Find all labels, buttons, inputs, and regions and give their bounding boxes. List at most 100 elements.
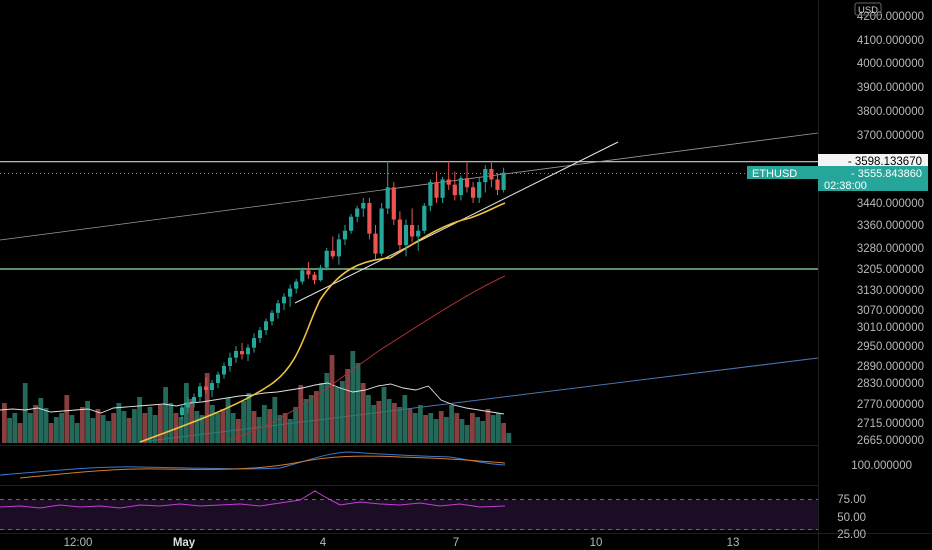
price-tick-label: 2770.000000 [857,399,924,411]
volume-bar [225,398,231,443]
time-tick-label: 13 [727,537,740,549]
volume-bar [392,403,397,443]
price-tick-label: 3205.000000 [857,264,924,276]
candle-body [397,219,402,246]
candle-body [483,169,488,183]
candle-body [186,402,190,408]
candle-body [403,225,409,246]
candle-body [495,179,500,190]
candle-body [300,270,305,282]
candle-body [361,203,366,209]
rsi-tick-label: 25.00 [837,529,866,541]
volume-bar [298,385,304,443]
candle-body [501,172,506,190]
volume-bar [90,418,96,443]
volume-bar [496,413,501,443]
long-trendline [0,132,819,241]
volume-bar [152,415,158,443]
volume-bar [454,413,460,443]
candle-body [458,178,463,196]
candle-body [477,182,482,198]
price-tick-label: 3800.000000 [857,106,924,118]
volume-bar [194,411,200,443]
candle-body [228,357,232,366]
volume-bar [100,415,106,443]
time-tick-label: 10 [590,537,603,549]
volume-bar [423,415,428,443]
price-tick-label: 4200.000000 [857,11,924,23]
volume-bar [464,425,470,443]
candles [180,161,506,420]
volume-bar [428,413,434,443]
time-tick-label: May [173,537,196,549]
candle-body [210,383,214,390]
volume-bar [412,413,418,443]
volume-bar [433,419,439,443]
price-tick-label: 2950.000000 [857,341,924,353]
volume-bar [38,398,44,443]
volume-bar [334,387,340,443]
candle-body [234,351,238,358]
volume-bar [329,355,335,443]
volume-bar [147,407,153,443]
indicator-orange-line [19,455,506,479]
ma-long-line [229,275,506,441]
candle-body [264,321,268,331]
volume-bar [204,373,210,443]
volume-bar [85,401,90,443]
volume-bar [293,407,298,443]
countdown-label: 02:38:00 [824,180,867,192]
price-tick-label: 3130.000000 [857,285,924,297]
volume-bar [480,421,486,443]
candle-body [270,312,274,322]
resistance-price-label: - 3598.133670 [848,156,922,168]
volume-bar [137,397,142,443]
volume-bar [501,423,506,443]
volume-bar [106,421,111,443]
rsi-line [0,490,506,509]
candle-body [489,169,494,180]
volume-bar [2,403,7,443]
volume-bar [246,393,252,443]
volume-bar [7,418,12,443]
volume-bar [163,387,168,443]
volume-bar [28,413,33,443]
candle-body [410,225,415,237]
candle-body [282,296,286,304]
current-price-tag [747,166,928,179]
volume-bar [210,405,215,443]
volume-bar [74,423,80,443]
volume-bar [319,383,324,443]
candle-body [336,239,341,257]
volume-bar [178,417,184,443]
volume-bar [230,413,236,443]
price-tick-label: 3900.000000 [857,82,924,94]
volume-bar [470,413,475,443]
volume-bar [189,399,194,443]
volume-bar [251,411,257,443]
volume-bar [402,395,408,443]
volume-bar [449,405,454,443]
volume-bar [54,417,59,443]
current-symbol-label: ETHUSD [752,168,797,180]
candle-body [204,386,208,390]
volume-bar [142,413,148,443]
moving-averages [139,202,506,443]
candle-body [471,187,476,198]
volume-bar [360,383,366,443]
candle-body [440,179,445,198]
candle-body [446,179,451,185]
volume-bar [397,407,402,443]
volume-bar [168,403,174,443]
volume-bar [438,411,444,443]
candle-body [379,208,384,254]
volume-bar [355,363,361,443]
price-tick-label: 2890.000000 [857,361,924,373]
volume-bar [272,397,278,443]
time-tick-label: 4 [320,537,327,549]
candle-body [222,366,226,375]
candle-body [288,288,293,297]
volume-bar [132,409,137,443]
